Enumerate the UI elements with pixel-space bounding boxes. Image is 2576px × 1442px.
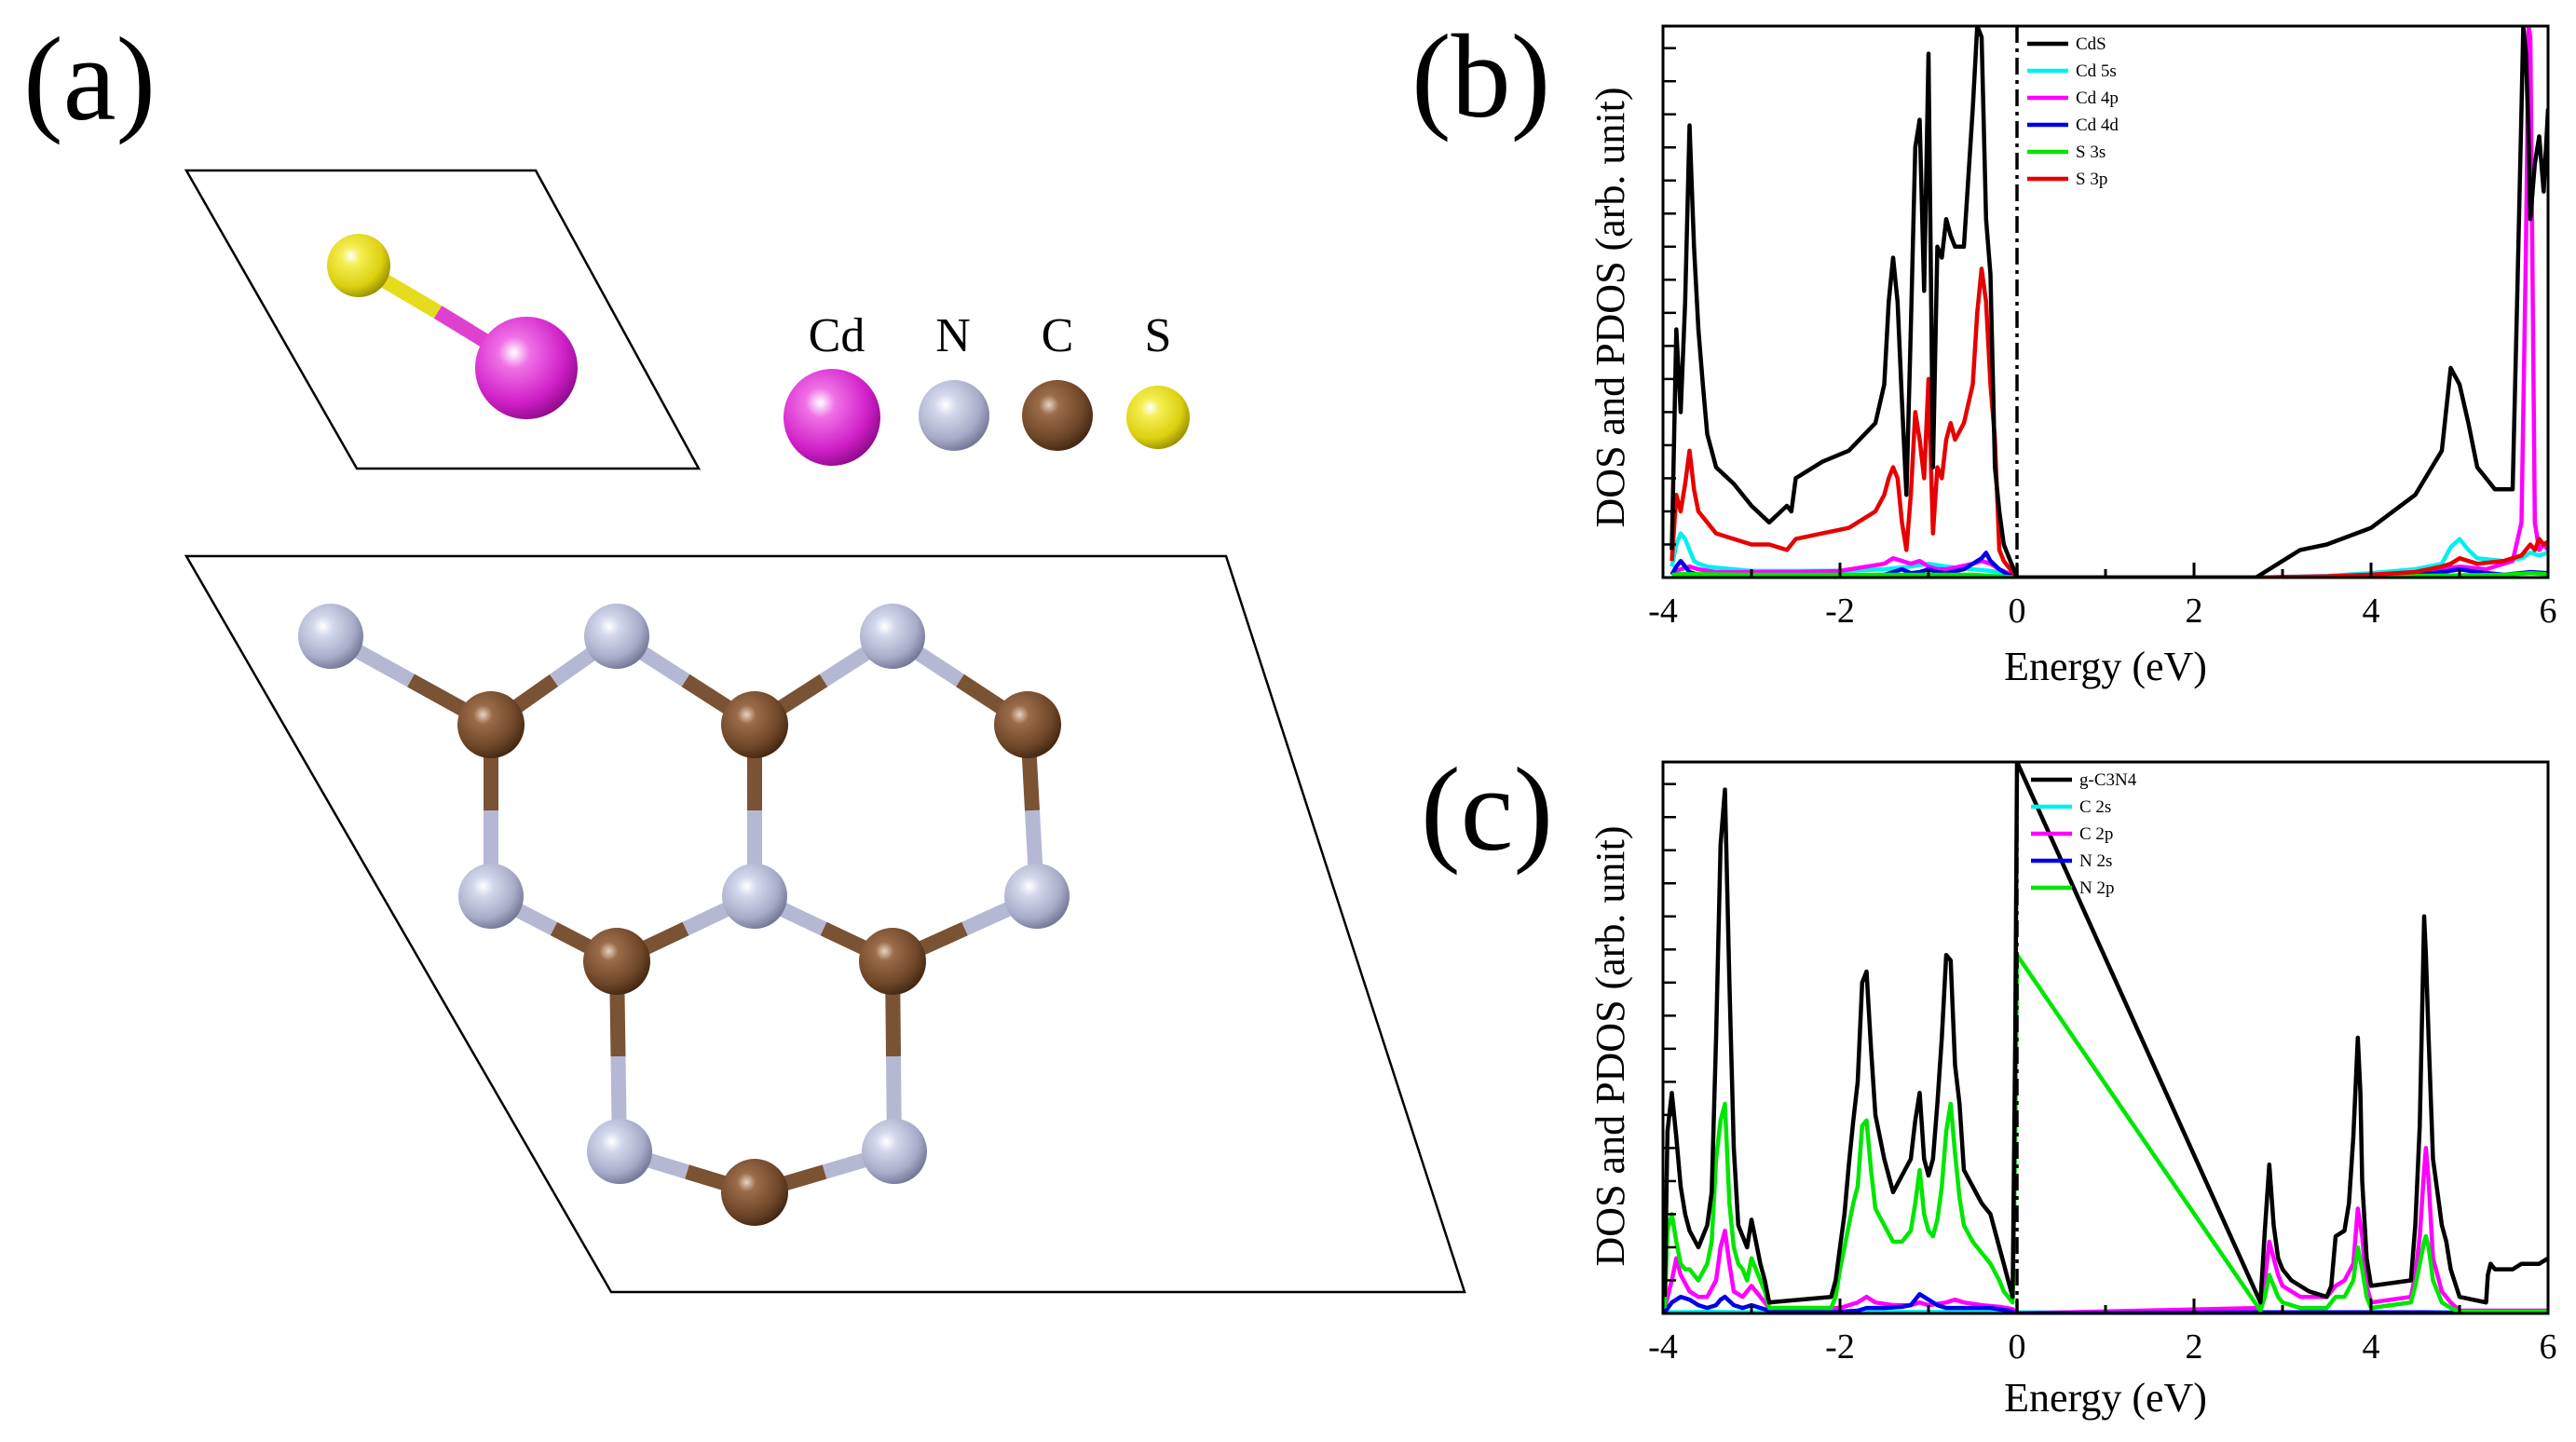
- panel-label-c: (c): [1421, 743, 1553, 876]
- x-tick-label: 6: [2540, 592, 2557, 631]
- n-atom: [860, 604, 925, 669]
- legend-label-cd-4p: Cd 4p: [2076, 88, 2119, 108]
- legend-cd-atom: [784, 369, 880, 466]
- series-line-s-3s: [1671, 571, 2548, 578]
- c-atom: [721, 1159, 788, 1226]
- legend-cd-label: Cd: [809, 309, 865, 362]
- panel-label-a: (a): [23, 13, 156, 145]
- c-ylabel: DOS and PDOS (arb. unit): [1588, 826, 1633, 1267]
- series-line-cd-5s: [1670, 531, 2548, 578]
- series-line-s-3p: [1670, 266, 2548, 578]
- n-atom: [584, 604, 649, 669]
- x-tick-label: 4: [2363, 1327, 2380, 1367]
- n-atom: [862, 1119, 927, 1184]
- cds-cell-outline: [184, 169, 702, 470]
- legend-label-cds: CdS: [2076, 34, 2106, 54]
- legend-s-label: S: [1145, 309, 1172, 362]
- series-line-g-c3n4: [1663, 762, 2548, 1305]
- n-atom: [1004, 864, 1070, 929]
- legend-c-label: C: [1042, 309, 1074, 362]
- legend-n-label: N: [935, 309, 971, 362]
- x-tick-label: 0: [2009, 592, 2026, 631]
- plot-b: -4 -2 0 2 4 6 CdS Cd 5s Cd 4p Cd 4d S 3s S 3p: [1648, 24, 2557, 631]
- c-atom: [583, 928, 650, 995]
- s-atom: [327, 234, 390, 297]
- series-line-cds: [1670, 26, 2548, 578]
- x-tick-label: -4: [1648, 1327, 1678, 1367]
- legend-n-atom: [919, 380, 989, 451]
- legend-label-c-2p: C 2p: [2079, 824, 2113, 844]
- n-atom: [587, 1119, 652, 1184]
- x-tick-label: -2: [1825, 1327, 1855, 1367]
- panel-a: (a) Cd N C S: [23, 13, 1466, 1294]
- legend-label-n-2s: N 2s: [2079, 851, 2112, 871]
- c-atom: [994, 691, 1061, 758]
- panel-label-b: (b): [1411, 10, 1550, 143]
- cd-atom: [475, 317, 578, 419]
- legend-label-cd-4d: Cd 4d: [2076, 116, 2119, 135]
- x-tick-label: 4: [2363, 592, 2380, 631]
- x-tick-label: 0: [2009, 1327, 2026, 1367]
- legend-label-cd-5s: Cd 5s: [2076, 61, 2117, 81]
- panel-c: (c) DOS and PDOS (arb. unit) Energy (eV)…: [1421, 743, 2557, 1421]
- n-atom: [458, 864, 524, 929]
- b-xlabel: Energy (eV): [2004, 644, 2207, 689]
- legend-c-atom: [1022, 380, 1093, 451]
- c-xlabel: Energy (eV): [2004, 1375, 2207, 1421]
- plot-c: -4 -2 0 2 4 6 g-C3N4 C 2s C 2p N 2s N 2p: [1648, 760, 2557, 1367]
- series-line-n-2p: [1663, 952, 2548, 1313]
- gc3n4-cell-outline: [184, 554, 1466, 1294]
- b-ylabel: DOS and PDOS (arb. unit): [1588, 88, 1633, 528]
- gc3n4-bonds: [327, 629, 1044, 1200]
- legend-label-n-2p: N 2p: [2079, 878, 2114, 898]
- n-atom: [298, 604, 363, 669]
- cds-unit-cell: [184, 169, 702, 470]
- legend-label-s-3p: S 3p: [2076, 170, 2107, 189]
- n-atom: [722, 864, 787, 929]
- x-tick-label: -4: [1648, 592, 1678, 631]
- gc3n4-atoms: [298, 604, 1070, 1226]
- legend-s-atom: [1126, 386, 1190, 449]
- c-atom: [457, 691, 525, 758]
- legend-label-c-2s: C 2s: [2079, 797, 2111, 817]
- x-tick-label: 6: [2540, 1327, 2557, 1367]
- x-tick-label: 2: [2186, 592, 2203, 631]
- x-tick-label: 2: [2186, 1327, 2203, 1367]
- c-atom: [859, 928, 926, 995]
- panel-b: (b) DOS and PDOS (arb. unit) Energy (eV)…: [1411, 10, 2557, 689]
- c-atom: [721, 691, 788, 758]
- legend-label-s-3s: S 3s: [2076, 143, 2106, 162]
- atom-legend: Cd N C S: [784, 309, 1190, 466]
- legend-label-g-c3n4: g-C3N4: [2079, 770, 2137, 790]
- x-tick-label: -2: [1825, 592, 1855, 631]
- gc3n4-unit-cell: [184, 554, 1466, 1294]
